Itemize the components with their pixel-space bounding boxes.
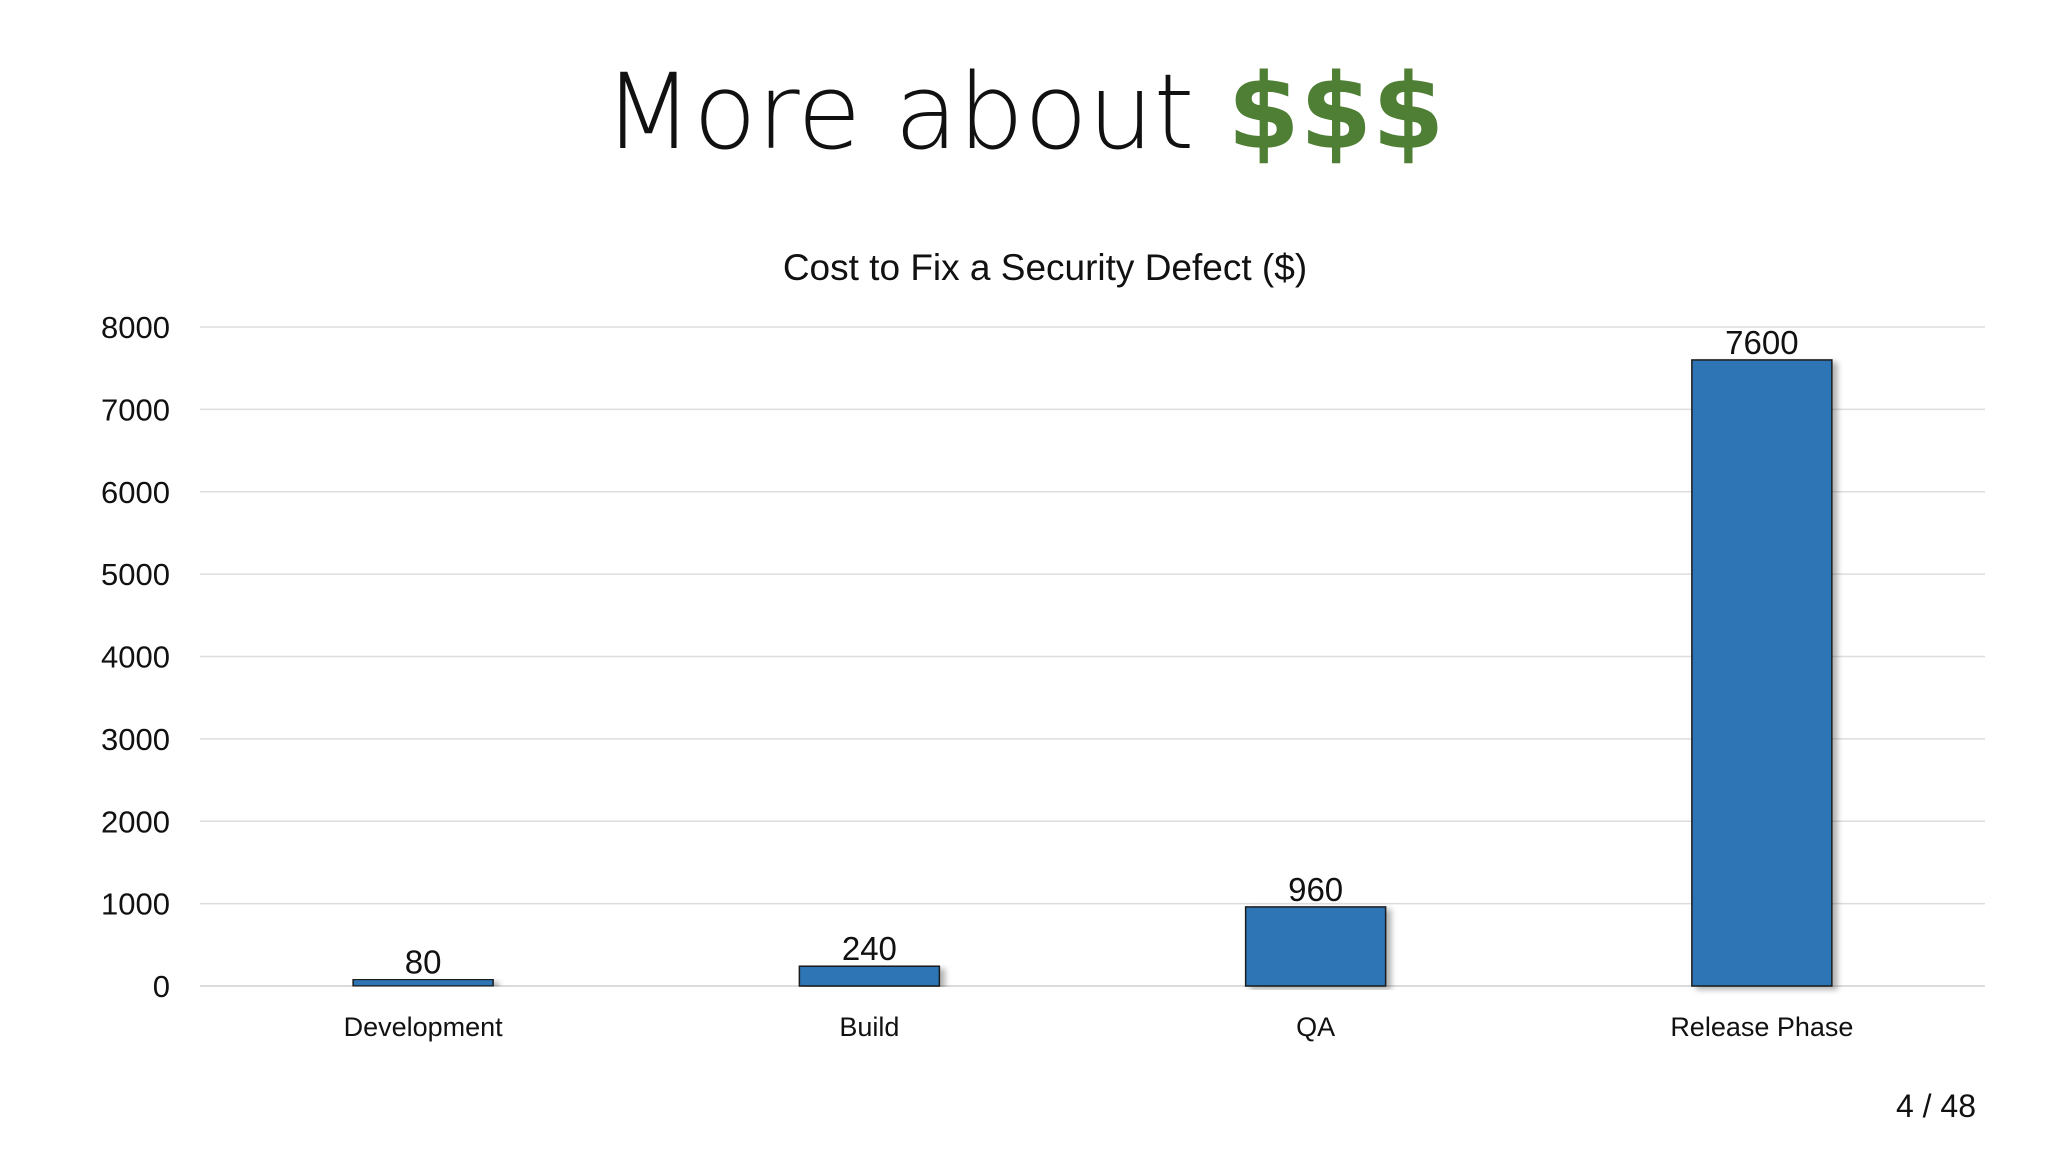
x-tick-label: Release Phase xyxy=(1670,1012,1853,1042)
x-tick-label: QA xyxy=(1296,1012,1335,1042)
x-axis-ticks: Development Build QA Release Phase xyxy=(344,1012,1854,1042)
x-tick-label: Development xyxy=(344,1012,504,1042)
y-tick-label: 3000 xyxy=(101,722,170,757)
bar-qa xyxy=(1244,906,1387,987)
slide-title: More about $$$ xyxy=(0,52,2048,172)
y-tick-label: 2000 xyxy=(101,804,170,839)
slide-title-accent: $$$ xyxy=(1227,51,1445,173)
bar-development xyxy=(352,978,494,987)
y-tick-label: 1000 xyxy=(101,887,170,922)
x-tick-label: Build xyxy=(839,1012,899,1042)
chart-title: Cost to Fix a Security Defect ($) xyxy=(783,247,1307,288)
y-tick-label: 7000 xyxy=(101,392,170,427)
data-label: 240 xyxy=(842,930,897,967)
bar-build xyxy=(798,965,941,987)
y-axis-ticks: 0 1000 2000 3000 4000 5000 6000 7000 8000 xyxy=(101,310,170,1004)
bars xyxy=(352,359,1833,987)
data-label: 7600 xyxy=(1725,324,1798,361)
y-tick-label: 4000 xyxy=(101,640,170,675)
y-tick-label: 8000 xyxy=(101,310,170,345)
slide-title-text: More about xyxy=(603,51,1228,173)
y-tick-label: 0 xyxy=(153,969,170,1004)
bar-release-phase xyxy=(1691,359,1833,987)
y-tick-label: 6000 xyxy=(101,475,170,510)
y-tick-label: 5000 xyxy=(101,557,170,592)
data-label: 80 xyxy=(405,943,442,980)
page-number: 4 / 48 xyxy=(1895,1088,1976,1124)
data-labels: 80 240 960 7600 xyxy=(405,324,1799,980)
data-label: 960 xyxy=(1288,871,1343,908)
gridlines xyxy=(200,326,1985,987)
